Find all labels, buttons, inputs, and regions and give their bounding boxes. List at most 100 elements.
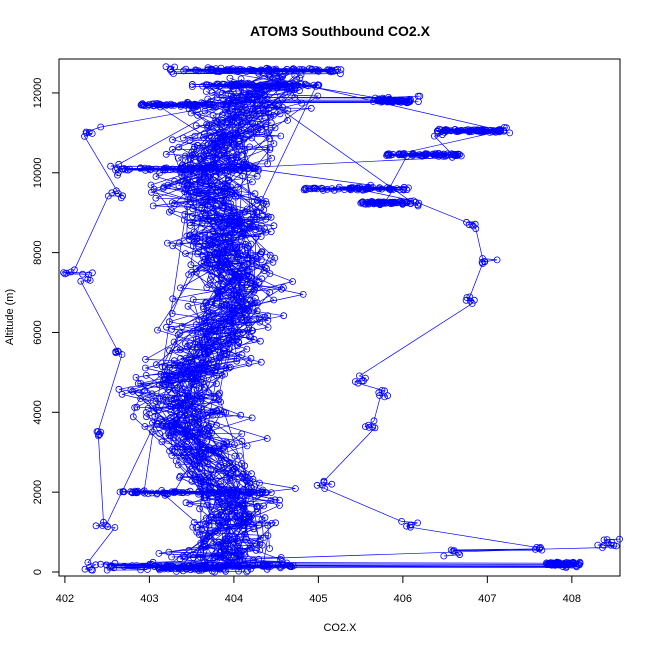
data-point (142, 408, 150, 416)
data-point (225, 226, 233, 234)
data-point (396, 186, 404, 194)
data-point (253, 255, 261, 263)
data-point (151, 412, 159, 420)
data-point (217, 564, 225, 572)
data-point (176, 329, 184, 337)
data-point (168, 325, 176, 333)
data-point (233, 355, 241, 363)
y-tick-label: 0 (32, 569, 44, 575)
data-point (216, 410, 224, 418)
data-point (202, 165, 210, 173)
data-point (229, 97, 237, 104)
data-point (229, 229, 237, 237)
data-point (536, 544, 543, 552)
data-point (204, 124, 212, 132)
data-point (194, 325, 202, 333)
data-point (246, 544, 254, 552)
data-point (218, 204, 226, 212)
data-point (238, 278, 246, 286)
data-point (234, 191, 241, 199)
data-point (102, 561, 110, 569)
data-point (230, 166, 238, 174)
series-line (316, 390, 542, 557)
data-point (169, 401, 177, 409)
data-point (178, 489, 186, 497)
data-point (179, 402, 187, 410)
data-point (192, 377, 200, 385)
data-point (204, 64, 212, 71)
data-point (141, 387, 149, 394)
data-point (263, 265, 271, 272)
data-point (191, 565, 199, 573)
data-point (237, 121, 245, 128)
data-point (393, 185, 401, 193)
data-point (559, 563, 567, 571)
data-point (210, 250, 218, 258)
data-point (208, 196, 216, 204)
data-point (143, 413, 150, 421)
data-point (179, 134, 187, 142)
data-point (191, 408, 199, 416)
data-point (231, 465, 239, 473)
data-point (209, 488, 217, 496)
data-point (208, 181, 216, 189)
data-point (216, 348, 224, 356)
data-point (311, 185, 319, 192)
data-point (434, 129, 442, 137)
data-point (185, 546, 193, 554)
data-point (188, 465, 196, 473)
data-point (232, 193, 240, 201)
data-point (224, 234, 232, 242)
data-point (290, 65, 298, 73)
data-point (60, 269, 67, 277)
data-point (229, 116, 237, 123)
series-line (321, 153, 456, 191)
data-point (191, 143, 199, 151)
data-point (451, 150, 459, 158)
data-point (210, 219, 218, 227)
data-point (301, 80, 309, 88)
data-point (256, 337, 264, 345)
data-point (205, 529, 213, 537)
data-point (225, 561, 233, 569)
data-point (168, 372, 176, 380)
data-point (403, 522, 411, 530)
data-point (205, 348, 213, 356)
data-point (226, 459, 234, 467)
data-point (430, 151, 438, 159)
data-point (149, 558, 157, 566)
data-point (133, 562, 141, 569)
data-point (191, 400, 199, 408)
data-point (371, 424, 379, 432)
data-point (186, 221, 194, 229)
data-point (205, 236, 213, 244)
data-point (193, 164, 201, 172)
data-point (215, 392, 223, 400)
data-point (369, 199, 377, 207)
data-point (225, 260, 233, 268)
data-point (260, 92, 268, 99)
data-point (221, 535, 229, 543)
data-point (238, 437, 246, 445)
data-point (245, 307, 253, 315)
data-point (473, 127, 481, 135)
data-point (257, 126, 265, 134)
data-point (197, 548, 204, 556)
data-point (261, 100, 269, 108)
data-point (231, 80, 239, 88)
data-point (214, 80, 222, 88)
data-point (181, 553, 189, 561)
data-point (315, 66, 323, 74)
data-point (201, 261, 209, 269)
data-point (85, 271, 93, 279)
data-point (176, 381, 184, 389)
data-point (207, 564, 215, 572)
data-point (194, 106, 201, 114)
data-point (240, 530, 248, 538)
data-point (206, 325, 214, 333)
data-point (416, 92, 424, 100)
data-point (457, 152, 465, 160)
data-point (182, 65, 190, 73)
data-point (176, 474, 183, 481)
data-point (100, 518, 107, 526)
